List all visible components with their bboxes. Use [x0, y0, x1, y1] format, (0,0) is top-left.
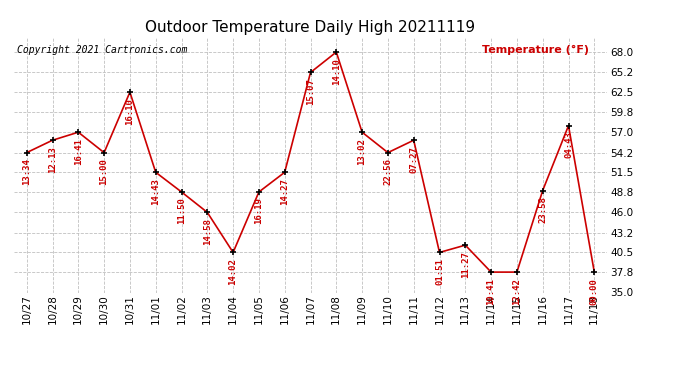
Text: 11:50: 11:50 [177, 198, 186, 224]
Text: Temperature (°F): Temperature (°F) [482, 45, 589, 55]
Text: 12:42: 12:42 [513, 278, 522, 304]
Text: 07:27: 07:27 [409, 146, 418, 172]
Title: Outdoor Temperature Daily High 20211119: Outdoor Temperature Daily High 20211119 [146, 20, 475, 35]
Text: 16:41: 16:41 [74, 138, 83, 165]
Text: 14:27: 14:27 [280, 178, 289, 205]
Text: 13:02: 13:02 [357, 138, 366, 165]
Text: 22:56: 22:56 [384, 158, 393, 185]
Text: 14:58: 14:58 [203, 218, 212, 245]
Text: 23:58: 23:58 [538, 196, 547, 223]
Text: 14:02: 14:02 [228, 258, 237, 285]
Text: 13:34: 13:34 [22, 158, 31, 185]
Text: 15:07: 15:07 [306, 78, 315, 105]
Text: 15:00: 15:00 [99, 158, 108, 185]
Text: 04:43: 04:43 [564, 131, 573, 158]
Text: Copyright 2021 Cartronics.com: Copyright 2021 Cartronics.com [17, 45, 187, 55]
Text: 16:19: 16:19 [255, 198, 264, 224]
Text: 11:27: 11:27 [461, 251, 470, 278]
Text: 00:00: 00:00 [590, 278, 599, 304]
Text: 10:41: 10:41 [486, 278, 495, 304]
Text: 14:10: 14:10 [332, 58, 341, 84]
Text: 14:43: 14:43 [151, 178, 160, 205]
Text: 12:13: 12:13 [48, 146, 57, 172]
Text: 16:10: 16:10 [126, 98, 135, 124]
Text: 01:51: 01:51 [435, 258, 444, 285]
